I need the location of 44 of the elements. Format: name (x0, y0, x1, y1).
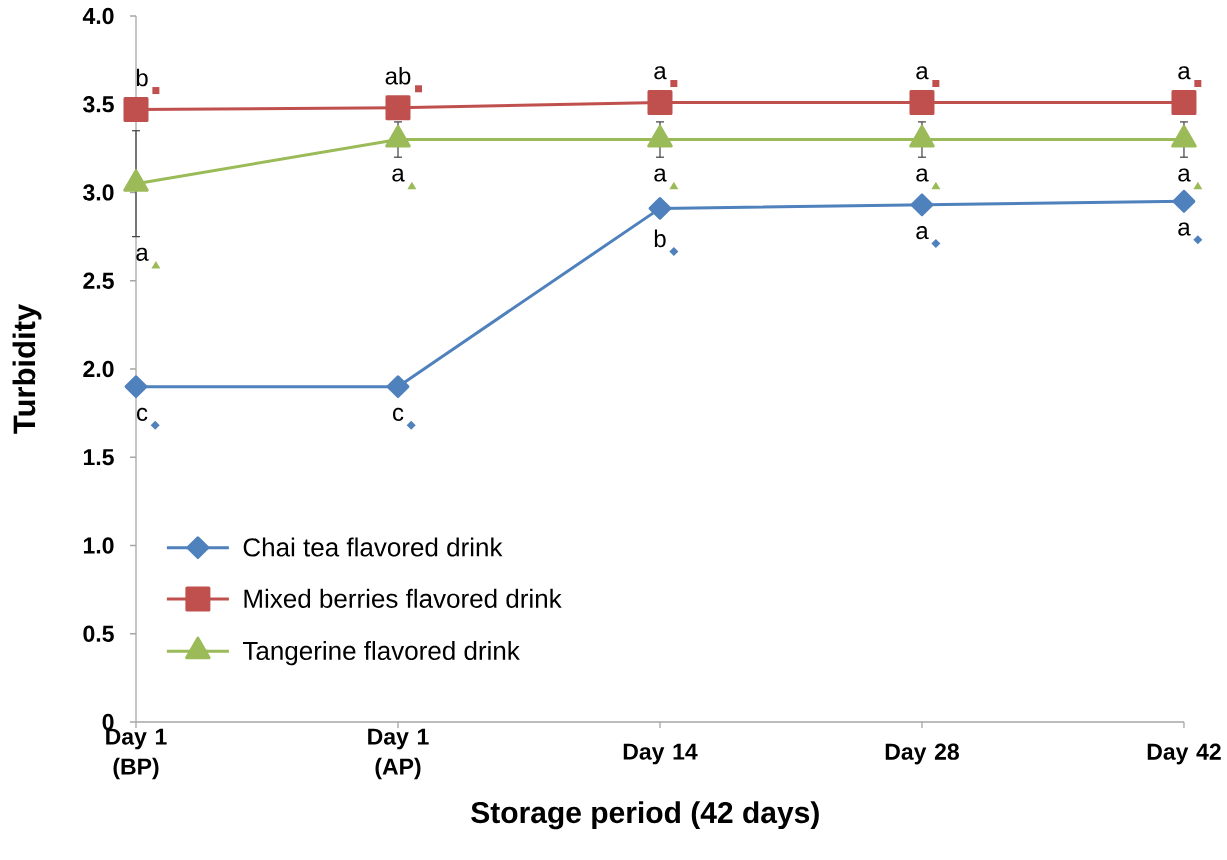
data-label: a (916, 168, 929, 182)
legend-label: Mixed berries flavored drink (244, 588, 562, 608)
point (1171, 89, 1197, 115)
data-label: a (654, 168, 667, 182)
y-axis-title: Turbidity (12, 303, 42, 434)
y-tick-label: 0 (102, 713, 114, 731)
y-tick-label: 2.5 (83, 272, 114, 289)
x-tick-label: Day 14 (623, 743, 698, 765)
point (386, 375, 410, 399)
point (123, 97, 149, 123)
point (385, 95, 411, 121)
y-tick-label: 1.5 (83, 449, 114, 466)
y-tick-label: 3.0 (83, 184, 114, 201)
x-tick-label: Day 1 (BP) (106, 728, 167, 780)
data-label: a (654, 66, 667, 80)
data-label: a (1178, 168, 1191, 182)
y-tick-label: 2.0 (83, 360, 114, 378)
data-label: a (916, 66, 929, 80)
point (647, 89, 673, 115)
point (1172, 189, 1196, 213)
data-label: a (136, 247, 149, 261)
data-label: a (1178, 66, 1191, 80)
legend-label: Chai tea flavored drink (243, 537, 503, 557)
x-axis-title: Storage period (42 days) (471, 801, 819, 830)
y-tick-label: 4.0 (82, 7, 114, 25)
point (124, 375, 148, 399)
data-label: a (392, 168, 405, 182)
data-label: a (1178, 222, 1191, 236)
y-tick-label: 1.0 (83, 537, 114, 554)
x-tick-label: Day 28 (885, 743, 959, 765)
y-tick-label: 3.5 (83, 96, 114, 113)
point (648, 196, 672, 220)
x-tick-label: Day 42 (1147, 743, 1221, 765)
legend-label: Tangerine flavored drink (242, 640, 520, 666)
x-tick-label: Day 1 (AP) (368, 728, 429, 780)
data-label: c (137, 407, 148, 421)
y-tick-label: 0.5 (83, 625, 114, 642)
data-label: b (136, 68, 148, 87)
data-label: a (916, 226, 929, 240)
point (910, 193, 934, 217)
point (909, 89, 935, 115)
data-label: ab (385, 66, 411, 85)
data-label: b (654, 229, 666, 248)
data-label: c (393, 407, 404, 421)
